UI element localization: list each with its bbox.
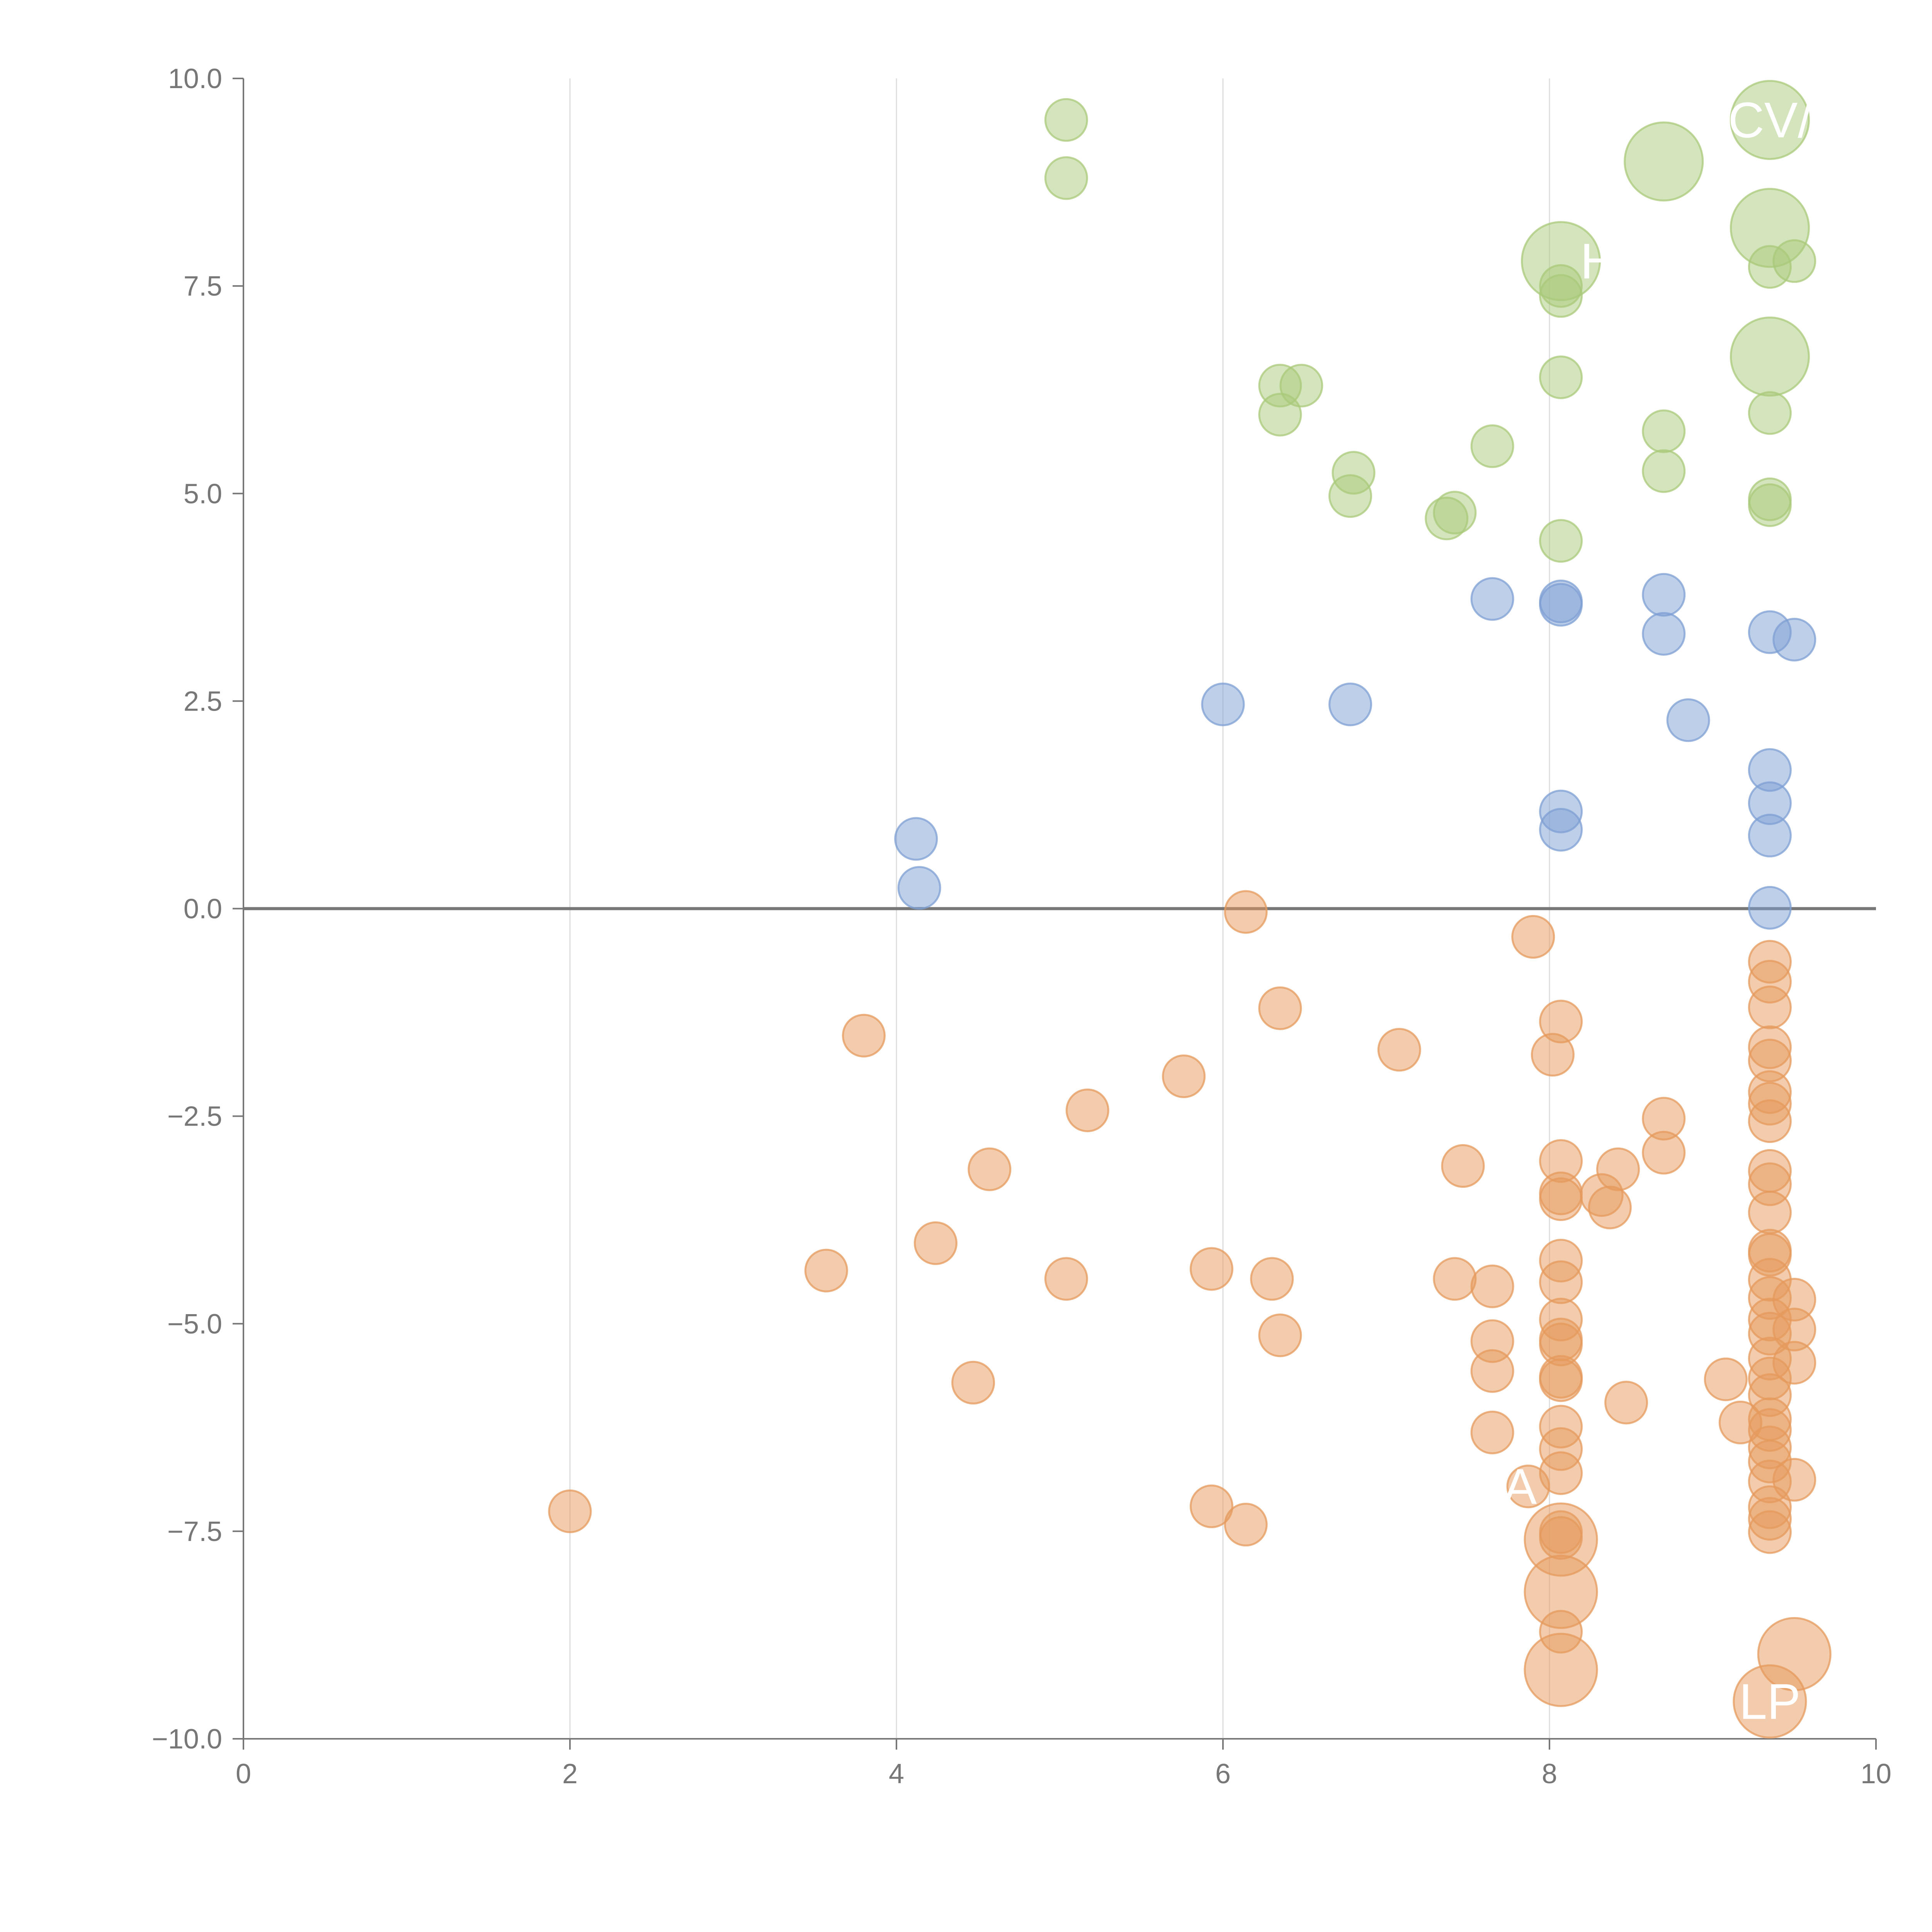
scatter-point-orange [968,1147,1012,1191]
scatter-point-green [1044,156,1088,200]
scatter-point-green [1328,474,1372,518]
scatter-point-blue [894,817,938,861]
scatter-point-orange [1604,1381,1648,1425]
point-label: A [1503,1458,1537,1515]
scatter-point-orange [1524,1633,1598,1707]
y-tick-label: −10.0 [152,1724,222,1755]
scatter-point-orange [1524,1554,1598,1629]
scatter-point-orange [1748,985,1792,1029]
scatter-point-orange [1642,1131,1686,1175]
scatter-point-orange [1588,1185,1632,1230]
x-tick-label: 6 [1215,1759,1231,1789]
scatter-point-green [1642,449,1686,493]
scatter-point-green [1624,121,1704,202]
scatter-point-green [1521,221,1601,301]
point-labels-layer: CV/H A LP [1503,92,1812,1730]
point-label: LP [1739,1673,1801,1730]
scatter-point-orange [1470,1410,1514,1454]
scatter-point-orange [548,1489,592,1533]
scatter-point-orange [1539,1260,1583,1304]
scatter-point-orange [804,1248,848,1293]
scatter-point-orange [1189,1247,1233,1291]
x-tick-label: 0 [236,1759,251,1789]
scatter-point-orange [1441,1144,1485,1188]
scatter-point-orange [951,1361,995,1405]
y-tick-label: 0.0 [184,894,222,925]
scatter-point-blue [1201,682,1245,726]
scatter-point-green [1258,393,1302,437]
y-tick-label: −7.5 [167,1516,222,1547]
scatter-point-blue [1666,698,1710,742]
scatter-point-blue [1328,682,1372,726]
axes-layer: 0 2 4 6 8 10 10.0 7.5 5.0 2.5 0.0 −2.5 −5.0 −7.5 −10.0 [152,63,1891,1789]
scatter-point-orange [1044,1257,1088,1301]
x-tick-label: 8 [1542,1759,1557,1789]
x-tick-label: 2 [562,1759,578,1789]
scatter-point-blue [1470,577,1514,621]
scatter-point-orange [1748,1190,1792,1235]
scatter-point-green [1730,316,1810,397]
scatter-point-green [1433,491,1477,535]
y-tick-label: −2.5 [167,1101,222,1132]
scatter-point-orange [842,1014,886,1058]
y-tick-label: 10.0 [168,63,222,94]
scatter-point-orange [1539,1358,1583,1402]
scatter-point-blue [1642,573,1686,617]
scatter-point-blue [1539,808,1583,852]
scatter-point-orange [1224,1503,1268,1547]
scatter-point-orange [1470,1349,1514,1393]
scatter-point-green [1470,424,1514,468]
y-tick-label: −5.0 [167,1309,222,1340]
scatter-point-orange [1433,1257,1477,1301]
scatter-point-blue [1748,886,1792,930]
scatter-point-blue [1642,612,1686,656]
scatter-point-green [1730,80,1810,160]
scatter-point-green [1748,391,1792,435]
scatter-point-orange [913,1221,957,1265]
scatter-point-orange [1250,1257,1294,1301]
scatter-point-orange [1539,1000,1583,1044]
scatter-point-orange [1511,915,1555,959]
scatter-point-orange [1539,1451,1583,1495]
x-tick-label: 10 [1861,1759,1891,1789]
scatter-point-orange [1748,1510,1792,1554]
y-tick-label: 2.5 [184,686,222,717]
scatter-point-green [1539,519,1583,563]
scatter-point-blue [897,866,941,910]
scatter-point-green [1539,355,1583,399]
y-tick-label: 7.5 [184,271,222,302]
scatter-point-orange [1224,890,1268,934]
scatter-point-blue [1748,813,1792,857]
scatter-point-green [1642,409,1686,453]
scatter-point-blue [1539,583,1583,627]
scatter-point-orange [1162,1054,1206,1098]
scatter-point-green [1044,98,1088,142]
point-label: CV/ [1728,92,1812,148]
y-tick-label: 5.0 [184,478,222,509]
scatter-point-orange [1539,1177,1583,1221]
point-label: H [1580,233,1617,289]
scatter-point-orange [1065,1088,1109,1133]
scatter-point-green [1748,483,1792,527]
scatter-point-orange [1258,1313,1302,1357]
x-tick-label: 4 [889,1759,904,1789]
scatter-point-orange [1733,1664,1807,1739]
scatter-point-orange [1258,986,1302,1030]
scatter-point-orange [1772,1341,1816,1385]
points-layer [548,80,1832,1739]
scatter-point-orange [1470,1264,1514,1308]
scatter-point-orange [1772,1458,1816,1502]
scatter-point-blue [1772,617,1816,662]
scatter-point-orange [1189,1484,1233,1528]
scatter-point-green [1772,239,1816,283]
scatter-point-orange [1596,1147,1640,1191]
scatter-point-orange [1748,1099,1792,1143]
scatter-point-orange [1704,1357,1748,1401]
scatter-point-orange [1377,1028,1421,1072]
